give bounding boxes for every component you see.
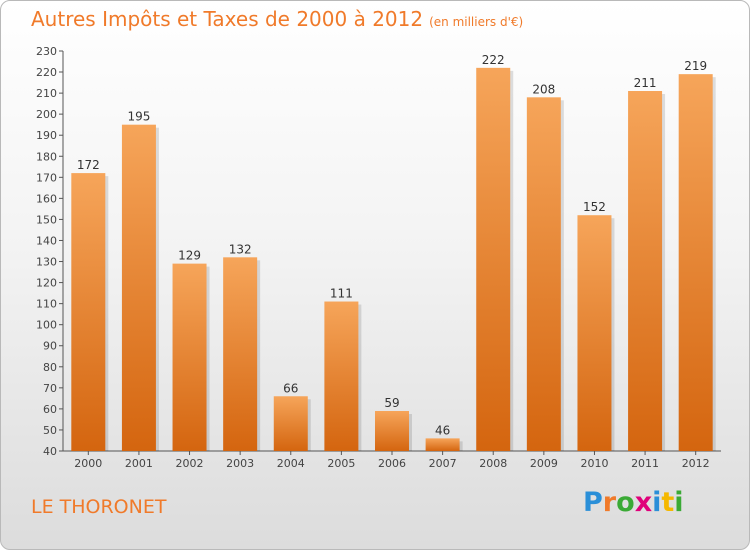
- bar: [223, 257, 258, 451]
- bar-value-label: 111: [330, 287, 353, 301]
- y-tick-label: 180: [36, 150, 57, 163]
- y-tick-label: 230: [36, 45, 57, 58]
- y-tick-label: 50: [43, 424, 57, 437]
- x-tick-label: 2009: [530, 457, 558, 470]
- x-tick-label: 2012: [682, 457, 710, 470]
- x-tick-label: 2011: [631, 457, 659, 470]
- chart-title: Autres Impôts et Taxes de 2000 à 2012 (en…: [31, 7, 523, 31]
- logo-letter: P: [583, 487, 603, 518]
- y-tick-label: 190: [36, 129, 57, 142]
- y-tick-label: 210: [36, 87, 57, 100]
- logo-letter: i: [674, 487, 684, 518]
- bar: [172, 263, 207, 451]
- y-tick-label: 80: [43, 361, 57, 374]
- logo-letter: t: [661, 487, 675, 518]
- logo-letter: x: [634, 487, 653, 518]
- x-tick-label: 2008: [479, 457, 507, 470]
- y-tick-label: 150: [36, 213, 57, 226]
- bar: [425, 438, 460, 451]
- bar: [324, 301, 359, 451]
- y-tick-label: 40: [43, 445, 57, 458]
- bar-value-label: 59: [384, 396, 399, 410]
- y-tick-label: 70: [43, 382, 57, 395]
- x-tick-label: 2002: [176, 457, 204, 470]
- x-tick-label: 2004: [277, 457, 305, 470]
- logo-letter: r: [602, 487, 617, 518]
- y-tick-label: 200: [36, 108, 57, 121]
- y-tick-label: 60: [43, 403, 57, 416]
- bar-value-label: 172: [77, 158, 100, 172]
- bar-value-label: 132: [229, 242, 252, 256]
- x-tick-label: 2000: [74, 457, 102, 470]
- bar-value-label: 222: [482, 53, 505, 67]
- y-tick-label: 160: [36, 192, 57, 205]
- bar-value-label: 219: [684, 59, 707, 73]
- x-tick-label: 2006: [378, 457, 406, 470]
- bar-value-label: 66: [283, 381, 298, 395]
- y-tick-label: 140: [36, 234, 57, 247]
- x-tick-label: 2003: [226, 457, 254, 470]
- chart-subtitle: (en milliers d'€): [429, 15, 524, 29]
- y-tick-label: 170: [36, 171, 57, 184]
- y-tick-label: 100: [36, 319, 57, 332]
- bar-value-label: 152: [583, 200, 606, 214]
- town-name: LE THORONET: [31, 496, 167, 518]
- bar-value-label: 129: [178, 249, 201, 263]
- y-tick-label: 130: [36, 256, 57, 269]
- logo-letter: o: [616, 487, 635, 518]
- bar-value-label: 46: [435, 423, 450, 437]
- bar: [526, 97, 561, 451]
- x-tick-label: 2010: [580, 457, 608, 470]
- x-tick-label: 2001: [125, 457, 153, 470]
- bar-value-label: 211: [634, 76, 657, 90]
- proxiti-logo: Proxiti: [583, 487, 684, 518]
- y-tick-label: 110: [36, 298, 57, 311]
- bar: [273, 396, 308, 451]
- bar: [577, 215, 612, 451]
- bar: [121, 124, 156, 452]
- x-tick-label: 2005: [327, 457, 355, 470]
- chart-title-text: Autres Impôts et Taxes de 2000 à 2012: [31, 7, 424, 31]
- y-tick-label: 90: [43, 340, 57, 353]
- bar: [375, 411, 409, 451]
- bar: [476, 67, 511, 451]
- bar: [628, 91, 663, 451]
- x-tick-label: 2007: [429, 457, 457, 470]
- y-tick-label: 220: [36, 66, 57, 79]
- bar: [678, 74, 713, 451]
- y-tick-label: 120: [36, 277, 57, 290]
- bar-value-label: 195: [127, 110, 150, 124]
- bar-value-label: 208: [532, 82, 555, 96]
- logo-letter: i: [652, 487, 662, 518]
- bar: [71, 173, 106, 451]
